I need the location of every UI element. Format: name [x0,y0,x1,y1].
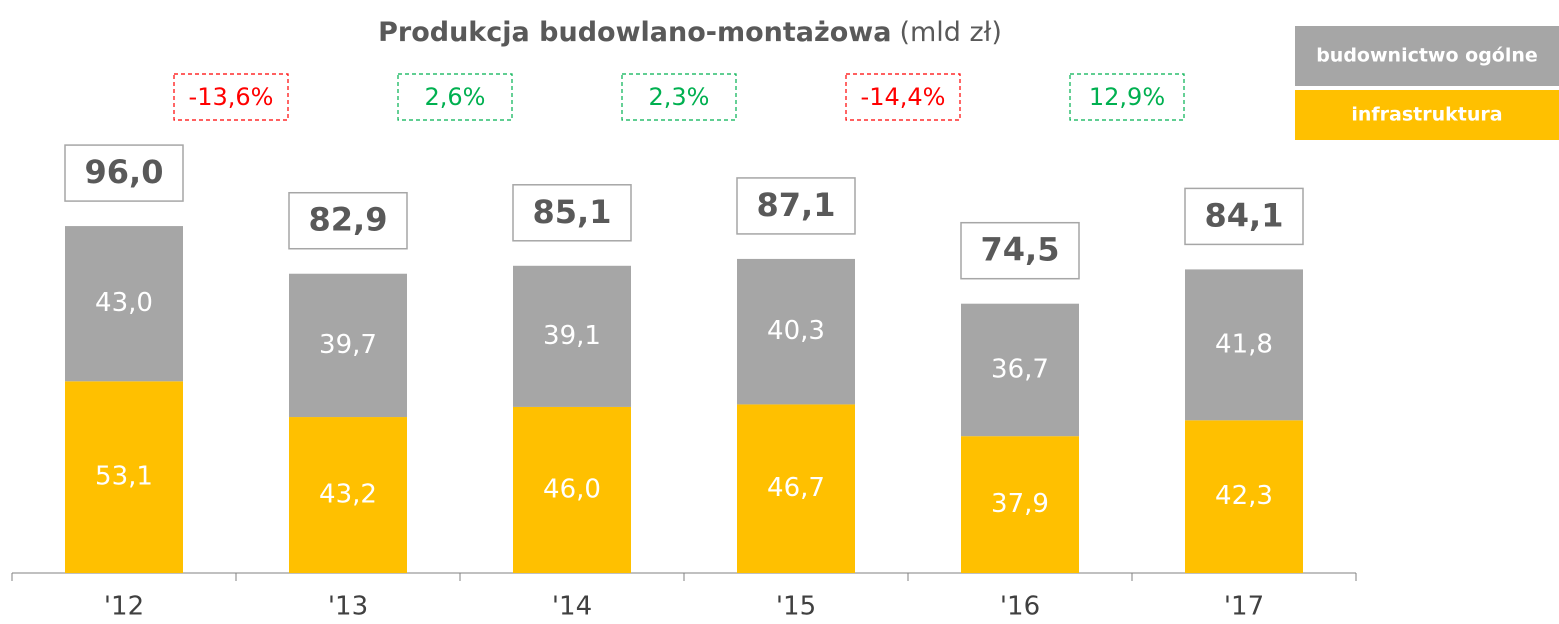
segment-label: 40,3 [767,316,825,346]
segment-label: 36,7 [991,354,1049,384]
change-label: 12,9% [1089,83,1165,111]
segment-label: 39,1 [543,321,601,351]
change-box [173,73,289,121]
segment-label: 42,3 [1215,481,1273,511]
legend-label: budownictwo ogólne [1316,45,1538,67]
segment-label: 46,7 [767,473,825,503]
total-box [736,177,856,235]
x-tick-label: '14 [552,592,592,622]
total-label: 96,0 [85,153,164,191]
x-tick-label: '15 [776,592,816,622]
bar-segment [513,406,631,573]
bar-segment [289,417,407,573]
total-label: 85,1 [533,193,612,231]
bar-segment [1185,420,1303,573]
segment-label: 37,9 [991,489,1049,519]
segment-label: 43,2 [319,480,377,510]
x-tick-label: '17 [1224,592,1264,622]
bar-segment [65,226,183,382]
change-label: 2,3% [649,83,710,111]
change-box [845,73,961,121]
title-main: Produkcja budowlano-montażowa [378,17,891,48]
segment-label: 46,0 [543,474,601,504]
change-box [621,73,737,121]
bar-segment [737,404,855,573]
x-tick-label: '13 [328,592,368,622]
segment-label: 39,7 [319,330,377,360]
bar-segment [513,265,631,407]
segment-label: 41,8 [1215,329,1273,359]
change-label: 2,6% [425,83,486,111]
change-box [397,73,513,121]
legend-swatch [1295,26,1559,86]
bar-segment [65,381,183,573]
total-box [64,144,184,202]
total-box [512,184,632,242]
total-label: 74,5 [981,231,1060,269]
chart-title: Produkcja budowlano-montażowa (mld zł) [378,17,1002,48]
x-tick-label: '12 [104,592,144,622]
segment-label: 43,0 [95,288,153,318]
total-box [288,191,408,250]
change-label: -14,4% [861,83,946,111]
bar-segment [289,273,407,418]
legend-label: infrastruktura [1351,104,1502,126]
bar-segment [961,303,1079,437]
title-unit: (mld zł) [899,17,1001,48]
segment-label: 53,1 [95,462,153,492]
bar-segment [961,436,1079,573]
total-label: 82,9 [309,201,388,239]
change-box [1069,73,1185,121]
total-box [1184,187,1304,246]
x-tick-label: '16 [1000,592,1040,622]
total-label: 84,1 [1205,196,1284,234]
legend-swatch [1295,90,1559,140]
total-box [960,221,1080,280]
bar-segment [737,258,855,405]
bar-segment [1185,269,1303,421]
total-label: 87,1 [757,186,836,224]
change-label: -13,6% [189,83,274,111]
